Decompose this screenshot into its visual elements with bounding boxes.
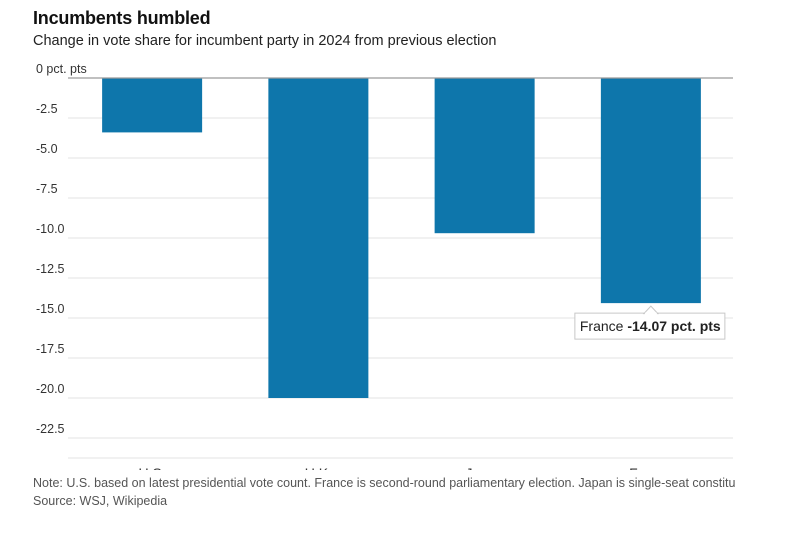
y-tick-label: -10.0	[36, 222, 65, 236]
y-tick-label: -22.5	[36, 422, 65, 436]
bar-chart: 0 pct. pts -2.5 -5.0 -7.5 -10.0 -12.5 -15.0 -17…	[36, 62, 733, 470]
y-tick-label: 0 pct. pts	[36, 62, 87, 76]
chart-title: Incumbents humbled	[33, 8, 211, 28]
chart-footer: Note: U.S. based on latest presidential …	[33, 474, 736, 510]
bar-japan	[434, 78, 535, 234]
chart-note: Note: U.S. based on latest presidential …	[33, 476, 736, 490]
y-tick-label: -15.0	[36, 302, 65, 316]
x-tick-label: Japan	[466, 465, 504, 470]
y-tick-label: -2.5	[36, 102, 58, 116]
bar-uk	[268, 78, 369, 398]
y-tick-label: -12.5	[36, 262, 65, 276]
x-tick-label: U.K.	[305, 465, 332, 470]
y-tick-label: -7.5	[36, 182, 58, 196]
y-tick-label: -20.0	[36, 382, 65, 396]
tooltip-pointer	[642, 305, 660, 315]
chart-source: Source: WSJ, Wikipedia	[33, 494, 168, 508]
x-tick-label: France	[629, 465, 673, 470]
y-tick-label: -17.5	[36, 342, 65, 356]
chart-subtitle: Change in vote share for incumbent party…	[33, 33, 497, 49]
y-tick-label: -5.0	[36, 142, 58, 156]
x-tick-label: U.S.	[139, 465, 166, 470]
bar-france	[600, 78, 701, 304]
bar-us	[102, 78, 203, 133]
tooltip-text: France -14.07 pct. pts	[580, 318, 721, 334]
